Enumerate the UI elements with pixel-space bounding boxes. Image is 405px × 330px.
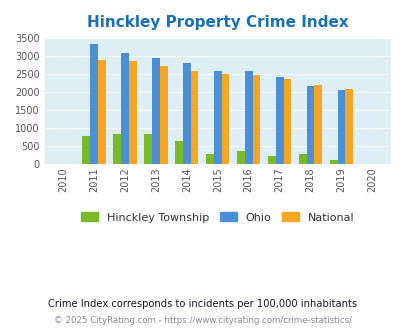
Bar xyxy=(113,134,121,164)
Bar xyxy=(175,141,183,164)
Bar xyxy=(160,66,167,164)
Bar xyxy=(213,71,221,164)
Bar xyxy=(90,44,98,164)
Bar xyxy=(329,160,337,164)
Bar xyxy=(121,52,128,164)
Bar xyxy=(345,89,352,164)
Bar xyxy=(152,58,160,164)
Bar xyxy=(190,71,198,164)
Bar xyxy=(98,60,105,164)
Bar xyxy=(237,151,244,164)
Text: Crime Index corresponds to incidents per 100,000 inhabitants: Crime Index corresponds to incidents per… xyxy=(48,299,357,309)
Bar xyxy=(206,154,213,164)
Bar xyxy=(252,75,260,164)
Bar xyxy=(298,154,306,164)
Bar xyxy=(306,86,314,164)
Bar xyxy=(314,85,322,164)
Bar xyxy=(183,63,190,164)
Bar xyxy=(283,79,290,164)
Bar xyxy=(128,61,136,164)
Bar xyxy=(275,77,283,164)
Bar xyxy=(144,134,152,164)
Legend: Hinckley Township, Ohio, National: Hinckley Township, Ohio, National xyxy=(77,208,358,227)
Bar xyxy=(244,71,252,164)
Bar xyxy=(82,136,90,164)
Text: © 2025 CityRating.com - https://www.cityrating.com/crime-statistics/: © 2025 CityRating.com - https://www.city… xyxy=(54,316,351,325)
Bar xyxy=(221,74,229,164)
Title: Hinckley Property Crime Index: Hinckley Property Crime Index xyxy=(87,15,348,30)
Bar xyxy=(337,90,345,164)
Bar xyxy=(267,156,275,164)
